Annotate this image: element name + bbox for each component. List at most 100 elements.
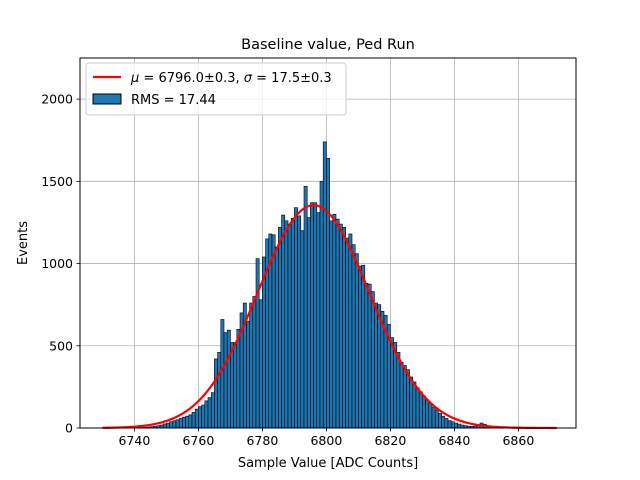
histogram-bar bbox=[169, 421, 174, 429]
histogram-bar bbox=[281, 214, 286, 429]
legend-sigma-symbol: σ bbox=[244, 71, 253, 86]
x-axis-ticks: 6740 6760 6780 6800 6820 6840 6860 bbox=[118, 428, 534, 448]
histogram-bar bbox=[223, 332, 228, 429]
histogram-bar bbox=[300, 230, 305, 429]
histogram-bar bbox=[374, 302, 378, 429]
histogram-bar bbox=[377, 304, 382, 429]
x-tick-label: 6740 bbox=[118, 433, 150, 448]
histogram-bar bbox=[399, 361, 404, 429]
histogram-bar bbox=[438, 412, 442, 429]
histogram-bar bbox=[226, 329, 231, 429]
histogram-bar bbox=[236, 329, 241, 429]
histogram-bar bbox=[454, 422, 458, 429]
histogram-bar bbox=[326, 158, 330, 429]
histogram-bar bbox=[338, 223, 343, 429]
histogram-bar bbox=[178, 418, 183, 429]
histogram-bar bbox=[364, 282, 369, 429]
histogram-bar bbox=[335, 218, 340, 429]
histogram-bar bbox=[182, 416, 186, 429]
y-tick-label: 2000 bbox=[41, 92, 73, 107]
histogram-bar bbox=[351, 244, 356, 429]
legend-fit-label: μ = 6796.0±0.3, σ = 17.5±0.3 bbox=[130, 71, 332, 86]
y-axis-ticks: 0 500 1000 1500 2000 bbox=[41, 92, 80, 436]
x-axis-label: Sample Value [ADC Counts] bbox=[238, 456, 418, 471]
legend-hist-label: RMS = 17.44 bbox=[131, 93, 216, 108]
histogram-bar bbox=[412, 381, 417, 429]
histogram-bar bbox=[402, 365, 407, 429]
histogram-bar bbox=[441, 415, 446, 429]
histogram-bar bbox=[271, 234, 276, 429]
histogram-bar bbox=[367, 283, 372, 429]
histogram-bar bbox=[406, 369, 410, 429]
histogram-bar bbox=[431, 407, 436, 429]
histogram-bar bbox=[310, 202, 314, 429]
histogram-bar bbox=[450, 421, 455, 429]
histogram-bar bbox=[415, 387, 420, 429]
histogram-bar bbox=[217, 352, 222, 429]
legend: μ = 6796.0±0.3, σ = 17.5±0.3 RMS = 17.44 bbox=[85, 62, 347, 116]
histogram-bar bbox=[316, 212, 321, 429]
histogram-bar bbox=[358, 265, 362, 429]
x-tick-label: 6840 bbox=[438, 433, 470, 448]
histogram-bar bbox=[214, 358, 218, 429]
histogram-bar bbox=[303, 185, 308, 429]
histogram-bar bbox=[191, 412, 196, 429]
histogram-bar bbox=[390, 337, 394, 429]
histogram-bar bbox=[329, 220, 334, 429]
histogram-bar bbox=[370, 291, 375, 429]
y-axis-label: Events bbox=[16, 221, 31, 265]
histogram-bar bbox=[322, 141, 327, 429]
histogram-bar bbox=[332, 213, 337, 429]
histogram-bar bbox=[255, 258, 260, 429]
x-tick-label: 6820 bbox=[374, 433, 406, 448]
x-tick-label: 6800 bbox=[310, 433, 342, 448]
histogram-bar bbox=[207, 397, 212, 429]
histogram-bar bbox=[294, 207, 298, 429]
histogram-bar bbox=[457, 423, 462, 429]
legend-mu-symbol: μ bbox=[130, 71, 139, 86]
chart-title: Baseline value, Ped Run bbox=[241, 37, 415, 53]
histogram-bar bbox=[428, 403, 433, 429]
legend-box bbox=[85, 62, 347, 116]
x-tick-label: 6860 bbox=[502, 433, 534, 448]
gaussian-fit-curve bbox=[102, 204, 557, 430]
y-tick-label: 1500 bbox=[41, 174, 73, 189]
legend-hist-swatch bbox=[92, 93, 122, 105]
histogram-bar bbox=[313, 202, 318, 429]
histogram-bar bbox=[204, 400, 209, 429]
histogram-bar bbox=[348, 233, 353, 429]
histogram-bar bbox=[418, 391, 423, 429]
histogram-bar bbox=[172, 420, 177, 429]
histogram-bar bbox=[252, 296, 257, 429]
histogram-bar bbox=[258, 299, 263, 429]
y-tick-label: 0 bbox=[65, 421, 73, 436]
histogram-bar bbox=[201, 404, 206, 429]
histogram-bar bbox=[396, 352, 401, 429]
fit-curve-layer bbox=[102, 204, 557, 430]
histogram-bar bbox=[380, 310, 385, 429]
histogram-bar bbox=[297, 215, 302, 429]
histogram-bar bbox=[194, 408, 199, 429]
y-tick-label: 500 bbox=[49, 338, 73, 353]
histogram-bar bbox=[345, 237, 350, 429]
histogram-bar bbox=[246, 320, 250, 429]
legend-sigma-text: = 17.5±0.3 bbox=[252, 71, 332, 86]
plot-frame bbox=[79, 57, 577, 429]
x-tick-label: 6780 bbox=[246, 433, 278, 448]
histogram-bar bbox=[342, 227, 346, 429]
histogram-bar bbox=[249, 302, 254, 429]
histogram-bar bbox=[188, 414, 193, 429]
histogram-bar bbox=[278, 227, 282, 429]
histogram-bar bbox=[220, 319, 225, 429]
histogram-bar bbox=[361, 264, 366, 429]
histogram-bar bbox=[233, 342, 238, 429]
histogram-bar bbox=[290, 218, 295, 429]
histogram-bar bbox=[175, 419, 180, 429]
histogram-bar bbox=[447, 420, 452, 429]
histogram-bar bbox=[425, 399, 430, 429]
y-tick-label: 1000 bbox=[41, 256, 73, 271]
histogram-bar bbox=[162, 423, 167, 429]
histogram-bar bbox=[319, 181, 324, 429]
histogram-bar bbox=[306, 217, 311, 429]
